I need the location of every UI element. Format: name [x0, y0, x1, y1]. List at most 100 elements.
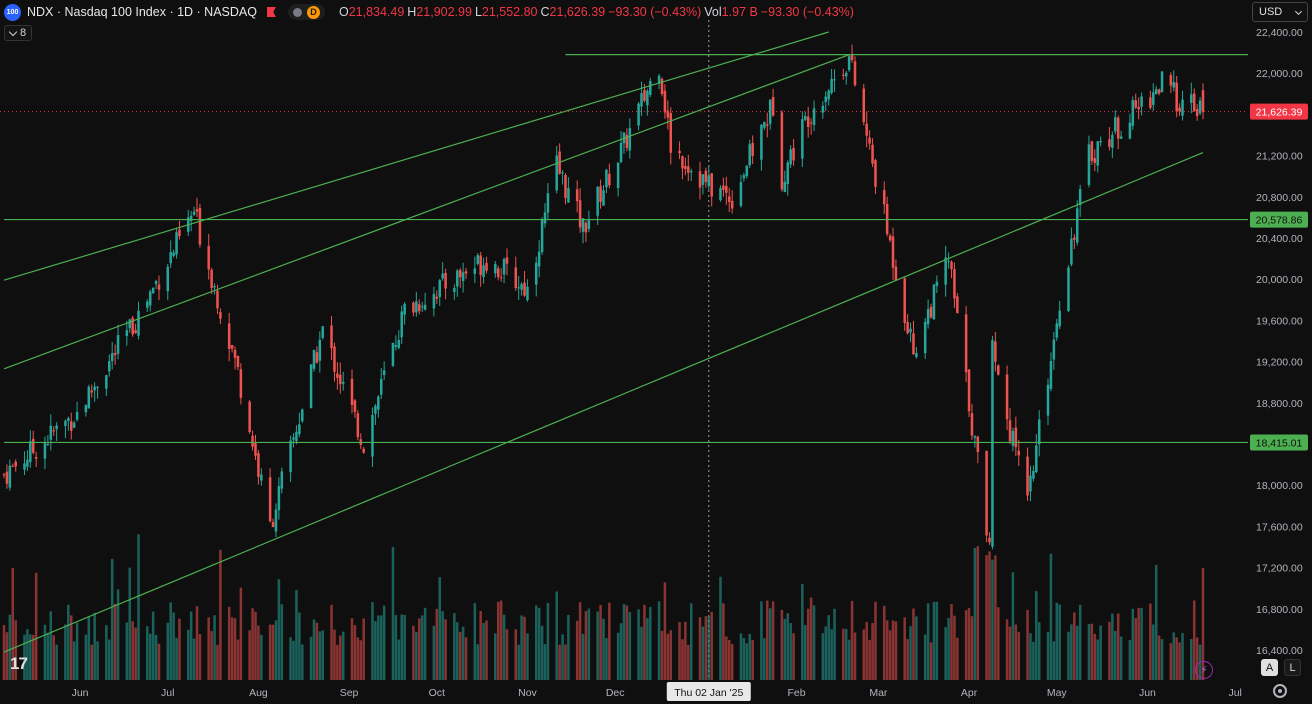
symbol-logo-icon[interactable]: 100 [4, 3, 21, 21]
candle-body [108, 361, 111, 372]
volume-bar [616, 632, 620, 680]
volume-bar [608, 602, 611, 680]
volume-bar [827, 615, 830, 680]
volume-bar [780, 609, 784, 680]
volume-bar [336, 644, 339, 680]
candle-body [1078, 189, 1082, 206]
candle-body [374, 405, 377, 414]
candle-body [786, 162, 789, 185]
candle-body [766, 124, 769, 126]
volume-bar [1090, 623, 1094, 680]
volume-bar [660, 630, 664, 680]
candle-body [435, 296, 439, 299]
candle-body [783, 181, 787, 193]
volume-bar [260, 634, 263, 680]
volume-bar [371, 602, 374, 680]
volume-bar [172, 612, 175, 680]
candle-body [725, 185, 728, 193]
volume-bar [727, 640, 731, 680]
candle-body [213, 286, 216, 288]
currency-selector[interactable]: USD [1252, 2, 1308, 22]
volume-bar [862, 629, 866, 680]
candle-body [116, 335, 120, 354]
volume-bar [821, 633, 825, 680]
candle-body [1070, 238, 1073, 265]
volume-bar [1026, 609, 1029, 680]
candle-body [760, 124, 763, 160]
candle-body [1046, 384, 1050, 416]
x-tick-label: Apr [961, 687, 978, 699]
volume-bar [1111, 613, 1114, 680]
candle-body [301, 409, 304, 422]
ohlc-item: Vol1.97 B [704, 5, 758, 19]
volume-bar [72, 641, 76, 680]
gear-icon[interactable] [1273, 684, 1287, 698]
candle-body [575, 189, 579, 202]
status-pill[interactable]: D [287, 4, 325, 20]
volume-bar [804, 625, 807, 680]
volume-bar [1160, 639, 1164, 680]
candle-body [1067, 267, 1070, 312]
volume-bar [1190, 639, 1193, 680]
candle-body [318, 339, 322, 361]
volume-bar [868, 639, 871, 680]
candle-body [903, 278, 906, 323]
auto-scale-button[interactable]: A [1261, 659, 1278, 676]
candle-body [113, 353, 117, 356]
price-label-box [1250, 103, 1308, 120]
candle-body [412, 302, 415, 313]
candle-body [1192, 93, 1196, 112]
candle-body [397, 340, 401, 348]
candle-body [461, 272, 465, 282]
volume-bar [520, 615, 523, 680]
candle-body [295, 431, 298, 442]
candle-body [14, 461, 17, 467]
bolt-icon[interactable]: ⚡ [1195, 661, 1213, 679]
volume-bar [882, 605, 886, 680]
volume-bar [105, 625, 108, 680]
candle-body [947, 260, 950, 262]
candle-body [546, 193, 550, 213]
volume-bar [950, 604, 953, 680]
volume-bar [75, 622, 79, 680]
volume-bar [909, 626, 912, 680]
candle-body [192, 211, 196, 215]
tradingview-logo-icon[interactable]: 17 [10, 654, 28, 673]
volume-bar [605, 638, 608, 680]
volume-bar [1049, 553, 1053, 680]
volume-bar [865, 621, 868, 680]
volume-bar [295, 589, 298, 680]
volume-bar [377, 615, 380, 680]
volume-bar [189, 611, 193, 680]
candle-body [768, 99, 772, 124]
flag-icon[interactable] [266, 7, 276, 17]
x-tick-label: Nov [518, 687, 537, 699]
candle-body [485, 262, 488, 271]
volume-bar [739, 633, 743, 680]
candle-body [578, 200, 582, 228]
volume-bar [514, 629, 518, 680]
candle-body [110, 353, 114, 362]
candle-body [789, 149, 792, 165]
volume-bar [704, 616, 708, 680]
volume-bar [186, 629, 190, 680]
candle-body [125, 330, 129, 337]
candle-body [198, 207, 202, 245]
candle-body [681, 156, 684, 169]
candle-body [494, 264, 497, 274]
volume-bar [254, 611, 257, 680]
volume-bar [725, 636, 728, 680]
volume-bar [786, 613, 789, 680]
candle-body [640, 93, 643, 107]
price-label-text: 20,578.86 [1256, 215, 1303, 227]
candle-body [423, 304, 427, 310]
volume-bar [423, 607, 427, 680]
volume-bar [643, 604, 646, 680]
indicators-toggle-button[interactable]: 8 [4, 25, 33, 41]
log-scale-button[interactable]: L [1284, 659, 1301, 676]
symbol-title[interactable]: NDX · Nasdaq 100 Index · 1D · NASDAQ [27, 5, 257, 19]
candle-body [704, 170, 708, 183]
volume-bar [751, 639, 754, 680]
